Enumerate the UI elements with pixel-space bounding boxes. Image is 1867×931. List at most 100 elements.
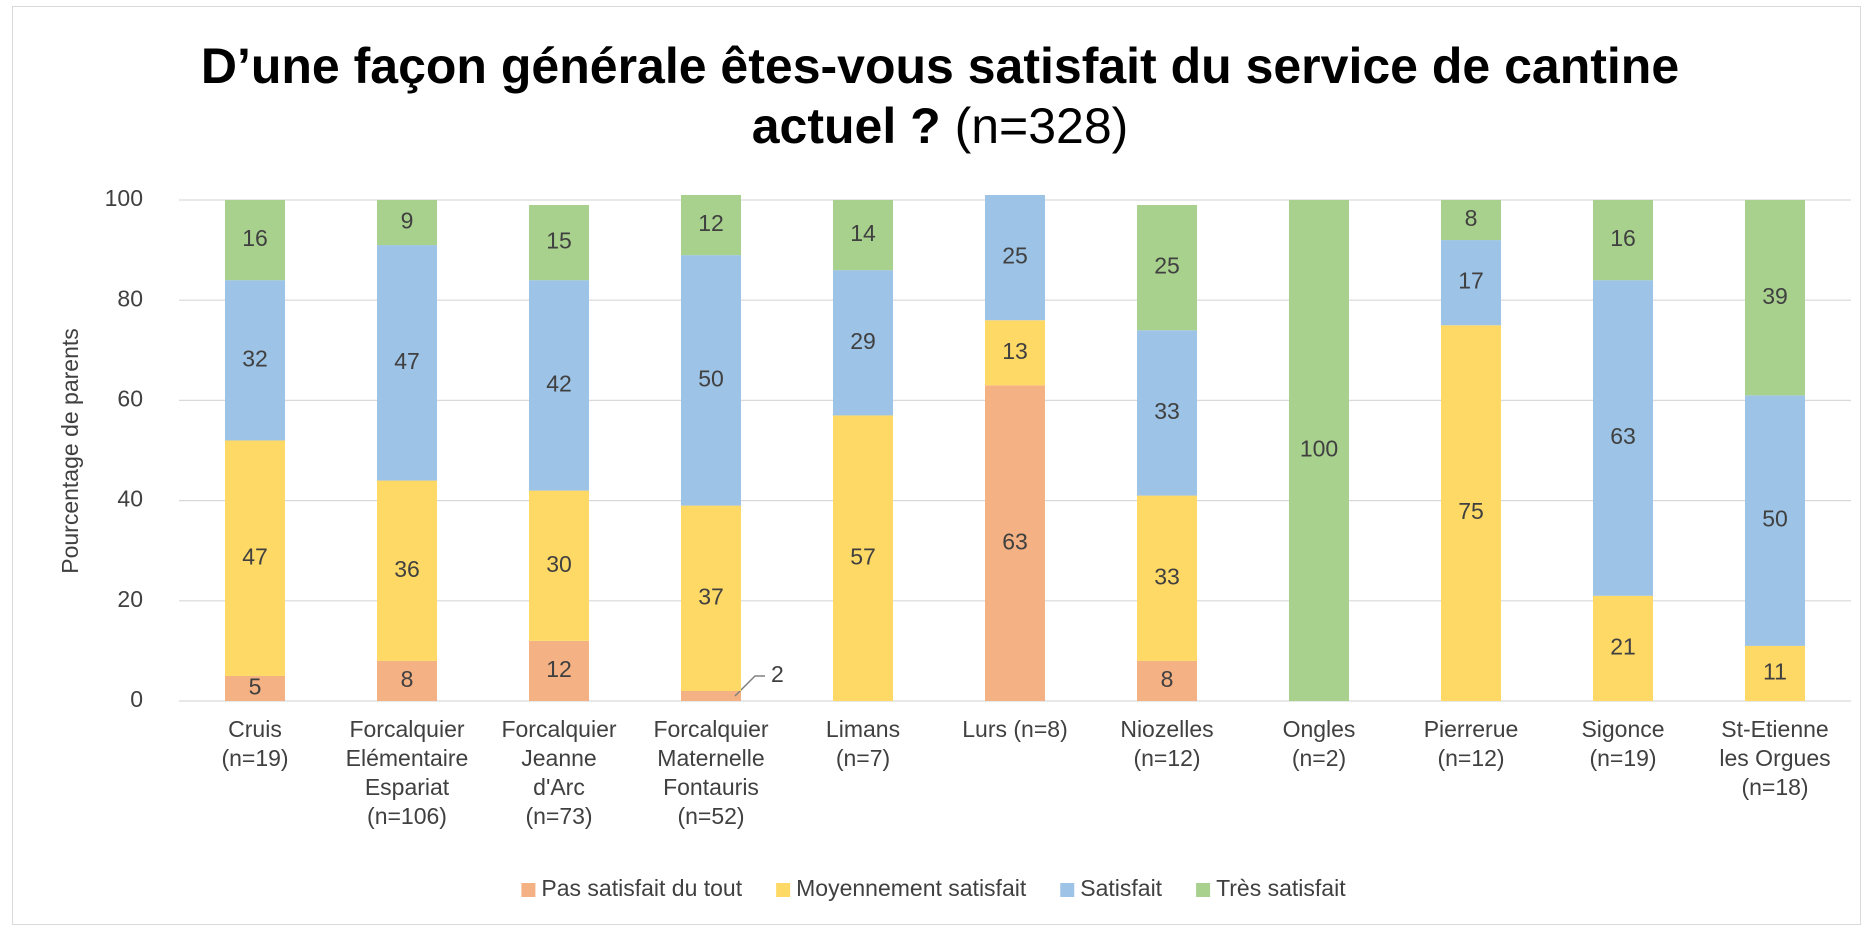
- bar-segment: [529, 490, 589, 641]
- x-tick-label: St-Etienne les Orgues (n=18): [1719, 716, 1831, 800]
- bar-segment: [1289, 200, 1349, 701]
- legend-swatch: [776, 883, 791, 897]
- bar-segment: [529, 280, 589, 491]
- data-label: 13: [1002, 338, 1028, 364]
- x-tick-label: Pierrerue (n=12): [1423, 716, 1519, 771]
- bar-segment: [377, 245, 437, 481]
- data-label: 16: [1610, 225, 1636, 251]
- bar-segment: [1441, 240, 1501, 326]
- bar-segment: [833, 200, 893, 271]
- bar-segment: [833, 415, 893, 701]
- data-label: 14: [850, 220, 876, 246]
- data-label: 33: [1154, 398, 1180, 424]
- data-label: 15: [546, 228, 572, 254]
- bar-segment: [377, 200, 437, 246]
- bar-segment: [1745, 200, 1805, 396]
- x-tick-label: Niozelles (n=12): [1120, 716, 1214, 771]
- bar-segment: [529, 640, 589, 701]
- x-tick-label: Forcalquier Jeanne d'Arc (n=73): [501, 716, 617, 829]
- legend-swatch: [521, 883, 536, 897]
- bar-segment: [377, 660, 437, 701]
- bar-segment: [681, 690, 741, 701]
- legend-swatch: [1060, 883, 1075, 897]
- bar-segment: [985, 194, 1045, 321]
- bar-segment: [1745, 395, 1805, 646]
- legend-label: Satisfait: [1080, 875, 1162, 901]
- y-tick-label: 100: [105, 185, 143, 211]
- bar-segment: [1137, 495, 1197, 661]
- data-label: 21: [1610, 633, 1636, 659]
- data-label: 2: [771, 661, 784, 687]
- y-tick-label: 60: [117, 385, 143, 411]
- x-tick-label: Forcalquier Maternelle Fontauris (n=52): [653, 716, 769, 829]
- bar-segment: [1441, 200, 1501, 241]
- data-label: 75: [1458, 498, 1484, 524]
- bar-segment: [833, 270, 893, 416]
- data-label: 47: [394, 348, 420, 374]
- bar-segment: [681, 505, 741, 691]
- data-label: 57: [850, 543, 876, 569]
- data-label: 25: [1154, 253, 1180, 279]
- x-tick-label: Sigonce (n=19): [1581, 716, 1665, 771]
- bar-segment: [681, 194, 741, 256]
- y-tick-label: 80: [117, 285, 143, 311]
- leader-line: [734, 675, 765, 697]
- bar-segment: [377, 480, 437, 661]
- data-label: 100: [1300, 436, 1338, 462]
- title-main: D’une façon générale êtes-vous satisfait…: [200, 38, 1680, 154]
- x-tick-label: Cruis (n=19): [221, 716, 289, 771]
- x-tick-label: Limans (n=7): [825, 716, 901, 771]
- data-label: 47: [242, 543, 268, 569]
- legend-swatch: [1196, 883, 1211, 897]
- data-label: 29: [850, 328, 876, 354]
- data-label: 63: [1610, 423, 1636, 449]
- bar-segment: [1137, 205, 1197, 331]
- x-tick-label: Forcalquier Elémentaire Espariat (n=106): [345, 716, 469, 829]
- data-label: 11: [1763, 659, 1787, 685]
- bar-segment: [1441, 325, 1501, 701]
- bar-segment: [1745, 645, 1805, 701]
- x-tick-label: Ongles (n=2): [1282, 716, 1356, 771]
- y-tick-label: 0: [130, 686, 143, 712]
- data-label: 25: [1002, 243, 1028, 269]
- data-label: 16: [242, 225, 268, 251]
- bar-segment: [225, 280, 285, 441]
- chart-title: D’une façon générale êtes-vous satisfait…: [200, 36, 1680, 156]
- data-label: 50: [698, 365, 724, 391]
- legend-label: Pas satisfait du tout: [541, 875, 742, 901]
- data-label: 37: [698, 583, 724, 609]
- legend-label: Moyennement satisfait: [796, 875, 1027, 901]
- data-label: 36: [394, 556, 420, 582]
- bar-segment: [681, 255, 741, 506]
- data-label: 42: [546, 370, 572, 396]
- bar-segment: [1137, 330, 1197, 496]
- legend-label: Très satisfait: [1216, 875, 1346, 901]
- data-label: 33: [1154, 563, 1180, 589]
- bar-segment: [225, 440, 285, 676]
- x-tick-label: Lurs (n=8): [962, 716, 1068, 742]
- data-label: 63: [1002, 528, 1028, 554]
- y-tick-label: 40: [117, 486, 143, 512]
- y-tick-label: 20: [117, 586, 143, 612]
- bar-segment: [1137, 660, 1197, 701]
- data-label: 8: [401, 666, 414, 692]
- title-note: (n=328): [954, 98, 1129, 154]
- data-label: 32: [242, 345, 268, 371]
- y-axis-label: Pourcentage de parents: [57, 328, 83, 574]
- bar-segment: [225, 200, 285, 281]
- data-label: 50: [1762, 506, 1788, 532]
- bar-segment: [985, 385, 1045, 701]
- bar-segment: [1593, 595, 1653, 701]
- bar-segment: [225, 675, 285, 701]
- bar-segment: [529, 205, 589, 281]
- data-label: 9: [401, 208, 414, 234]
- data-label: 5: [249, 674, 262, 700]
- bar-segment: [1593, 200, 1653, 281]
- data-label: 17: [1458, 268, 1484, 294]
- chart-frame: [12, 6, 1861, 925]
- data-label: 12: [698, 210, 724, 236]
- data-label: 8: [1465, 205, 1478, 231]
- data-label: 12: [546, 656, 572, 682]
- data-label: 30: [546, 551, 572, 577]
